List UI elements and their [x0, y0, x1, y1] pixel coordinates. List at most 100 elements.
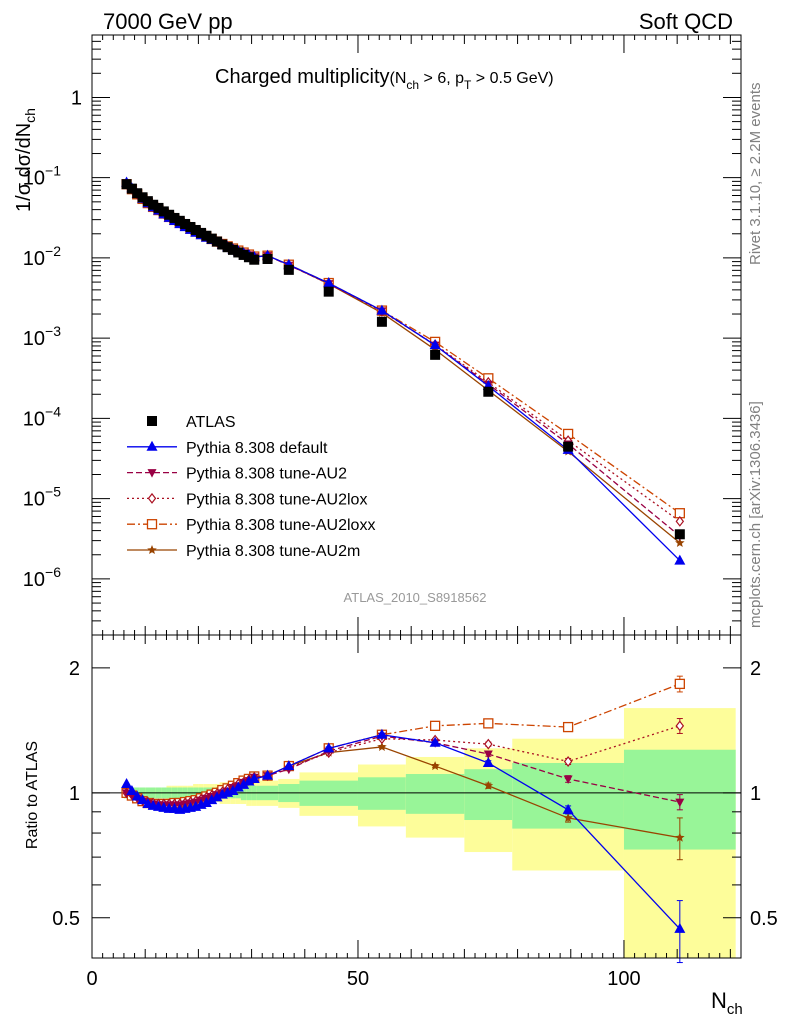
- data-point: [323, 286, 334, 297]
- ratio-point: [562, 803, 574, 814]
- data-point: [233, 247, 244, 258]
- ratio-point: [429, 720, 441, 731]
- data-point: [483, 386, 494, 397]
- data-point: [196, 227, 207, 238]
- data-point: [675, 515, 685, 527]
- data-point: [180, 218, 191, 229]
- data-point: [227, 244, 238, 255]
- ratio-point: [121, 778, 133, 789]
- legend-label: Pythia 8.308 tune-AU2lox: [186, 491, 367, 508]
- legend-marker: [147, 469, 157, 478]
- x-tick-label: 0: [86, 968, 97, 990]
- data-point: [137, 192, 148, 203]
- ratio-y-tick-label-right: 0.5: [750, 908, 778, 930]
- data-point: [283, 264, 294, 275]
- ratio-point: [674, 922, 686, 933]
- ratio-point: [206, 794, 218, 805]
- x-tick-label: 100: [607, 968, 640, 990]
- legend-marker: [146, 519, 158, 530]
- ratio-point: [563, 775, 573, 784]
- ratio-point: [483, 750, 493, 760]
- data-point: [201, 230, 212, 241]
- svg-text:1/σ dσ/dNch: 1/σ dσ/dNch: [13, 108, 38, 212]
- data-point: [148, 199, 159, 210]
- data-point: [142, 196, 153, 207]
- svg-text:Nch: Nch: [711, 988, 743, 1018]
- uncertainty-band-inner: [357, 777, 406, 810]
- ratio-point: [675, 720, 685, 732]
- lower-frame: [91, 634, 742, 959]
- ratio-point: [675, 798, 685, 808]
- legend-entry-atlas: ATLAS: [147, 414, 236, 431]
- data-point: [206, 233, 217, 244]
- ratio-point: [483, 718, 494, 729]
- y-tick-label: 10−4: [23, 403, 61, 430]
- data-point: [174, 215, 185, 226]
- ratio-point: [429, 736, 441, 747]
- ratio-point: [376, 728, 388, 739]
- legend-label: Pythia 8.308 tune-AU2m: [186, 543, 360, 560]
- ratio-series-pythia-8-308-default: [121, 728, 686, 964]
- svg-text:Charged multiplicity(Nch > 6,: Charged multiplicity(Nch > 6, pT > 0.5 G…: [215, 66, 554, 92]
- upper-panel: 110−110−210−310−410−510−6: [23, 34, 742, 653]
- legend-entry-pythia-8-308-tune-au2lox: Pythia 8.308 tune-AU2lox: [127, 491, 367, 508]
- data-point: [190, 224, 201, 235]
- uncertainty-band-inner: [464, 769, 513, 821]
- ratio-point: [211, 791, 223, 802]
- ratio-point: [243, 775, 255, 786]
- legend-entry-pythia-8-308-tune-au2: Pythia 8.308 tune-AU2: [127, 466, 347, 483]
- y-tick-label: 10−2: [23, 243, 61, 270]
- data-point: [323, 277, 335, 288]
- ratio-point: [232, 781, 244, 792]
- ratio-y-tick-label: 1: [69, 783, 80, 805]
- x-tick-labels: 0 50 100: [86, 968, 640, 990]
- data-point: [376, 304, 388, 315]
- legend-marker: [147, 416, 157, 426]
- ratio-point: [238, 778, 250, 789]
- ratio-point: [262, 769, 274, 780]
- legend-label: ATLAS: [186, 414, 236, 431]
- ratio-point: [674, 678, 685, 690]
- title-cut-mid: > 6, p: [419, 70, 464, 87]
- y-tick-label: 10−5: [23, 484, 61, 511]
- data-point: [126, 183, 137, 194]
- ratio-y-tick-label-right: 1: [750, 783, 761, 805]
- data-point: [674, 529, 685, 540]
- data-point: [243, 252, 254, 263]
- legend-label: Pythia 8.308 tune-AU2: [186, 466, 347, 483]
- data-point: [158, 206, 169, 217]
- data-point: [675, 537, 685, 547]
- ratio-point: [563, 812, 573, 822]
- data-point: [212, 236, 223, 247]
- data-point: [563, 441, 574, 452]
- legend: ATLAS Pythia 8.308 default Pythia 8.308 tu…: [127, 414, 375, 560]
- ratio-point: [131, 790, 143, 801]
- data-point: [164, 209, 175, 220]
- ratio-point: [227, 785, 239, 796]
- x-tick-label: 50: [347, 968, 369, 990]
- ratio-y-tick-label: 2: [69, 658, 80, 680]
- analysis-id: ATLAS_2010_S8918562: [344, 590, 487, 605]
- ratio-point: [562, 721, 574, 733]
- ratio-point: [563, 755, 573, 767]
- data-point: [185, 221, 196, 232]
- lower-panel: 0.5 0.5 1 1 2 2: [52, 634, 778, 964]
- ratio-point: [248, 772, 260, 783]
- title-cut-sub1: ch: [406, 78, 419, 92]
- legend-marker: [147, 545, 157, 554]
- ratio-point: [126, 785, 138, 796]
- legend-marker: [146, 440, 158, 451]
- ratio-point: [323, 742, 335, 753]
- title-cut-open: (N: [390, 70, 407, 87]
- ratio-point: [675, 832, 685, 842]
- data-point: [238, 249, 249, 260]
- series-atlas: [121, 179, 685, 540]
- y-tick-label: 10−3: [23, 323, 61, 350]
- energy-label: 7000 GeV pp: [103, 9, 233, 34]
- ratio-point: [483, 780, 494, 790]
- y-tick-label: 1: [71, 87, 82, 109]
- data-point: [169, 212, 180, 223]
- plot-title: Charged multiplicity(Nch > 6, pT > 0.5 G…: [215, 66, 554, 92]
- data-point: [430, 349, 441, 360]
